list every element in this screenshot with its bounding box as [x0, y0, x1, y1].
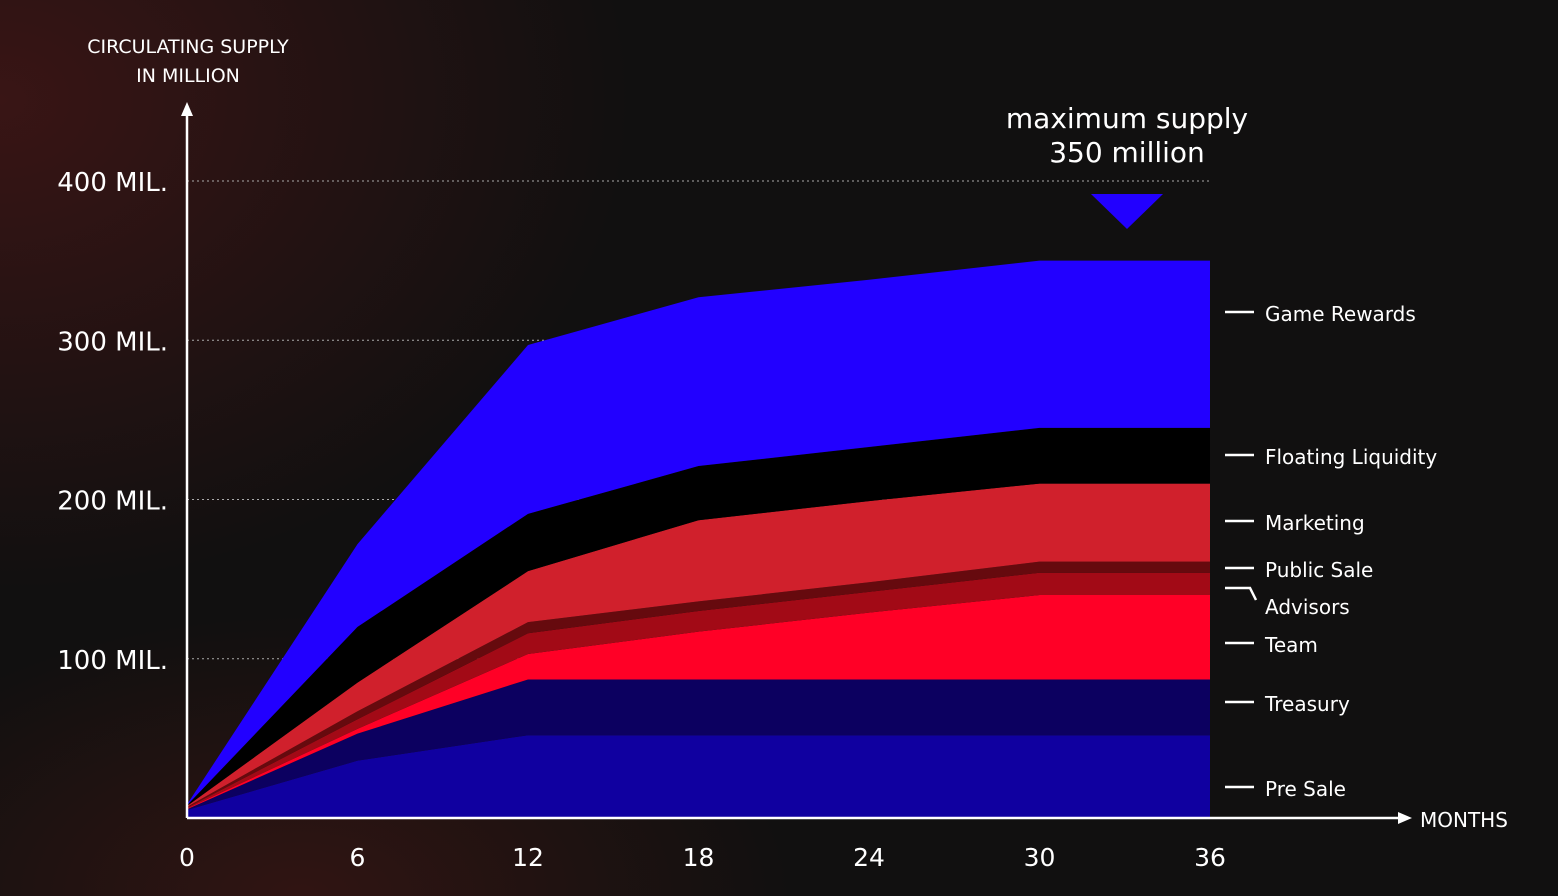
- legend-label: Team: [1264, 633, 1318, 657]
- area-game-rewards: [187, 260, 1210, 806]
- y-tick-label: 400 MIL.: [57, 168, 168, 198]
- area-pre-sale: [187, 735, 1210, 818]
- x-tick-label: 12: [512, 843, 544, 872]
- x-tick-label: 36: [1194, 843, 1226, 872]
- x-tick-label: 0: [179, 843, 195, 872]
- area-marketing: [187, 483, 1210, 807]
- area-public-sale: [187, 561, 1210, 808]
- max-supply-value: 350 million: [1049, 136, 1205, 169]
- area-floating-liquidity: [187, 427, 1210, 807]
- y-axis-arrow-icon: [181, 102, 193, 116]
- legend-tick-advisors: [1225, 586, 1258, 601]
- legend-label: Advisors: [1265, 595, 1350, 619]
- x-tick-label: 18: [683, 843, 715, 872]
- max-supply-marker-icon: [1091, 194, 1163, 229]
- area-advisors: [187, 572, 1210, 809]
- x-axis-label: MONTHS: [1420, 808, 1508, 832]
- y-tick-label: 200 MIL.: [57, 487, 168, 517]
- area-treasury: [187, 679, 1210, 811]
- legend-label: Pre Sale: [1265, 777, 1346, 801]
- x-tick-label: 6: [350, 843, 366, 872]
- y-tick-label: 100 MIL.: [57, 646, 168, 676]
- x-axis-arrow-icon: [1398, 812, 1412, 824]
- legend-label: Game Rewards: [1265, 302, 1416, 326]
- x-tick-label: 30: [1024, 843, 1056, 872]
- area-team: [187, 595, 1210, 810]
- y-axis-label-2: IN MILLION: [136, 65, 240, 87]
- legend-label: Marketing: [1265, 511, 1365, 535]
- legend-label: Floating Liquidity: [1265, 445, 1437, 469]
- y-tick-label: 300 MIL.: [57, 327, 168, 357]
- legend-label: Public Sale: [1265, 558, 1373, 582]
- legend-label: Treasury: [1264, 692, 1350, 716]
- max-supply-annotation: maximum supply: [1006, 102, 1248, 135]
- x-tick-label: 24: [853, 843, 885, 872]
- y-axis-label: CIRCULATING SUPPLY: [87, 36, 289, 58]
